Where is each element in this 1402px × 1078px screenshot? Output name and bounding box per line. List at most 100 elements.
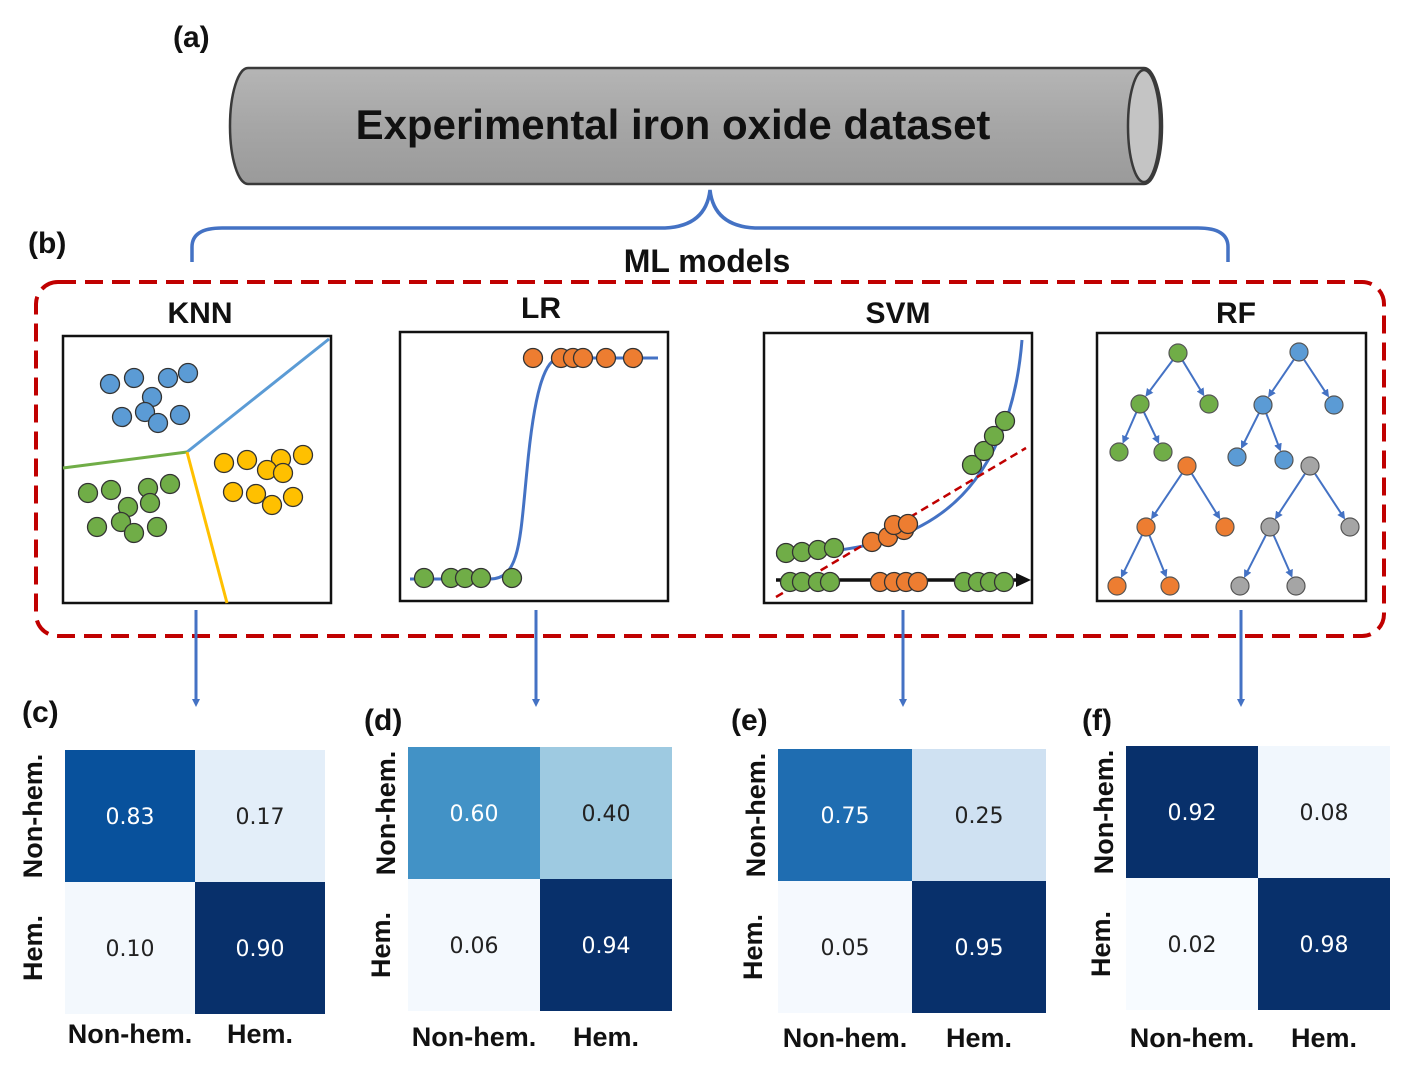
matrix-cell — [912, 749, 1046, 881]
matrix-cell — [408, 747, 540, 879]
row-label: Hem. — [18, 915, 48, 981]
knn-dot-yellow — [222, 481, 244, 503]
rf-node — [1230, 576, 1250, 596]
matrix-cell-value: 0.05 — [821, 936, 870, 961]
matrix-cell-value: 0.83 — [106, 805, 155, 830]
model-title-lr: LR — [521, 292, 561, 325]
rf-node — [1153, 442, 1173, 462]
rf-edge — [1181, 360, 1205, 397]
svm-dot-orange — [897, 513, 919, 535]
matrix-cell — [912, 881, 1046, 1013]
rf-edge — [1268, 358, 1295, 398]
matrix-cell — [1126, 878, 1258, 1010]
rf-edge — [1314, 472, 1346, 520]
knn-dot-green — [77, 482, 99, 504]
rf-edge — [1303, 358, 1330, 398]
panel-a-label: (a) — [173, 21, 210, 54]
knn-dot-green — [146, 516, 168, 538]
confusion-matrix-rf: (f) 0.92 0.08 0.02 0.98 Non-hem. Hem. Non-hem. H… — [1082, 704, 1390, 1053]
rf-node — [1274, 450, 1294, 470]
knn-dot-blue — [157, 367, 179, 389]
matrix-cell-value: 0.25 — [955, 804, 1004, 829]
matrix-cell — [778, 749, 912, 881]
rf-illustration — [1095, 331, 1368, 603]
rf-node — [1286, 576, 1306, 596]
lr-dot-orange — [572, 347, 594, 369]
matrix-cell-value: 0.94 — [582, 934, 631, 959]
column-label: Non-hem. — [68, 1019, 193, 1049]
panel-label: (f) — [1082, 704, 1112, 737]
svm-dot-green — [983, 425, 1005, 447]
matrix-cell-value: 0.92 — [1168, 801, 1217, 826]
panel-label: (e) — [731, 704, 768, 737]
rf-node — [1168, 343, 1188, 363]
matrix-cell-value: 0.98 — [1300, 933, 1349, 958]
confusion-matrix-knn: (c) 0.83 0.17 0.10 0.90 Non-hem. Hem. Non-hem. H… — [18, 696, 325, 1049]
svm-illustration — [762, 331, 1034, 605]
matrix-cell — [540, 747, 672, 879]
rf-edge — [1151, 472, 1183, 520]
rf-node — [1109, 442, 1129, 462]
knn-dot-green — [100, 479, 122, 501]
matrix-cell — [778, 881, 912, 1013]
lr-dot-orange — [595, 347, 617, 369]
column-label: Hem. — [573, 1022, 639, 1052]
rf-edge — [1120, 534, 1143, 578]
svm-dot-axis-green — [819, 571, 841, 593]
rf-node — [1215, 517, 1235, 537]
svm-dot-green — [961, 454, 983, 476]
row-label: Non-hem. — [18, 754, 48, 879]
svm-dot-green — [973, 440, 995, 462]
brace — [190, 189, 1230, 262]
row-label: Non-hem. — [741, 753, 771, 878]
rf-edge — [1274, 472, 1306, 520]
rf-node — [1253, 395, 1273, 415]
dataset-cylinder — [228, 66, 1164, 186]
column-label: Non-hem. — [783, 1023, 908, 1053]
knn-dot-blue — [147, 412, 169, 434]
knn-dot-yellow — [272, 462, 294, 484]
model-title-knn: KNN — [168, 297, 233, 330]
matrix-cell — [1258, 878, 1390, 1010]
row-label: Non-hem. — [1089, 750, 1119, 875]
knn-dot-yellow — [282, 486, 304, 508]
column-label: Hem. — [946, 1023, 1012, 1053]
lr-illustration — [398, 330, 670, 603]
knn-dot-blue — [169, 404, 191, 426]
rf-edge — [1142, 411, 1160, 444]
knn-dot-yellow — [236, 449, 258, 471]
matrix-cell-value: 0.75 — [821, 804, 870, 829]
matrix-cell — [540, 879, 672, 1011]
matrix-cell-value: 0.17 — [236, 805, 285, 830]
models-dashed-box — [34, 280, 1386, 638]
rf-edge — [1148, 534, 1168, 578]
panel-label: (c) — [22, 696, 59, 729]
knn-dot-green — [159, 473, 181, 495]
matrix-cell — [195, 750, 325, 882]
confusion-matrix-svm: (e) 0.75 0.25 0.05 0.95 Non-hem. Hem. Non-hem. H… — [731, 704, 1046, 1053]
matrix-cell-value: 0.60 — [450, 802, 499, 827]
rf-edge — [1145, 359, 1174, 397]
knn-dot-blue — [111, 406, 133, 428]
lr-dot-orange — [522, 347, 544, 369]
matrix-cell — [195, 882, 325, 1014]
matrix-cell-value: 0.10 — [106, 937, 155, 962]
rf-node — [1199, 394, 1219, 414]
knn-dot-green — [86, 516, 108, 538]
matrix-cell — [65, 750, 195, 882]
svm-dot-green — [994, 410, 1016, 432]
rf-edge — [1265, 413, 1282, 452]
knn-dot-green — [139, 492, 161, 514]
knn-dot-yellow — [292, 444, 314, 466]
lr-dot-orange — [622, 347, 644, 369]
rf-node — [1227, 447, 1247, 467]
ml-models-title: ML models — [624, 243, 791, 279]
column-label: Non-hem. — [1130, 1023, 1255, 1053]
rf-node — [1177, 456, 1197, 476]
model-title-svm: SVM — [865, 297, 930, 330]
column-label: Hem. — [227, 1019, 293, 1049]
matrix-cell-value: 0.90 — [236, 937, 285, 962]
matrix-cell-value: 0.40 — [582, 802, 631, 827]
rf-node — [1130, 394, 1150, 414]
matrix-cell — [1126, 746, 1258, 878]
